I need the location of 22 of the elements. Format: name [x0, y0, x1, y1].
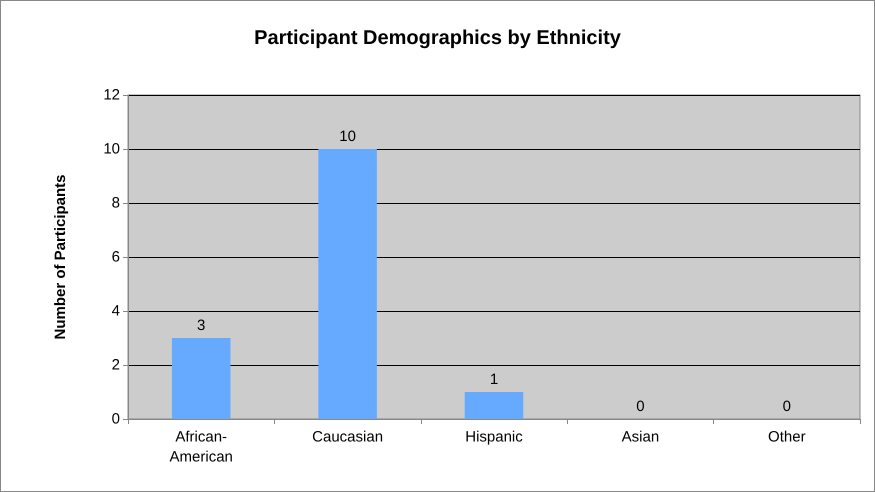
y-tick-label: 2	[112, 356, 120, 374]
y-axis-title: Number of Participants	[52, 174, 69, 340]
y-tick-label: 6	[112, 248, 120, 266]
bar	[464, 392, 524, 419]
chart-title: Participant Demographics by Ethnicity	[254, 27, 622, 49]
y-tick-label: 12	[103, 86, 120, 104]
data-label: 1	[490, 371, 498, 388]
y-tick-label: 10	[103, 140, 120, 158]
x-tick-label: Hispanic	[465, 428, 524, 446]
x-tick-label: Caucasian	[312, 428, 384, 446]
x-tick-label: Asian	[622, 428, 660, 446]
x-tick-label: Other	[768, 428, 806, 446]
y-tick-label: 8	[112, 194, 120, 212]
y-tick-label: 4	[112, 302, 120, 320]
data-label: 3	[197, 317, 206, 334]
bar	[172, 338, 230, 419]
bar	[318, 149, 377, 419]
x-tick-label: African- American	[170, 428, 233, 466]
data-label: 0	[782, 398, 791, 415]
data-label: 10	[339, 128, 356, 145]
y-tick-label: 0	[112, 410, 120, 428]
data-label: 0	[636, 398, 645, 415]
